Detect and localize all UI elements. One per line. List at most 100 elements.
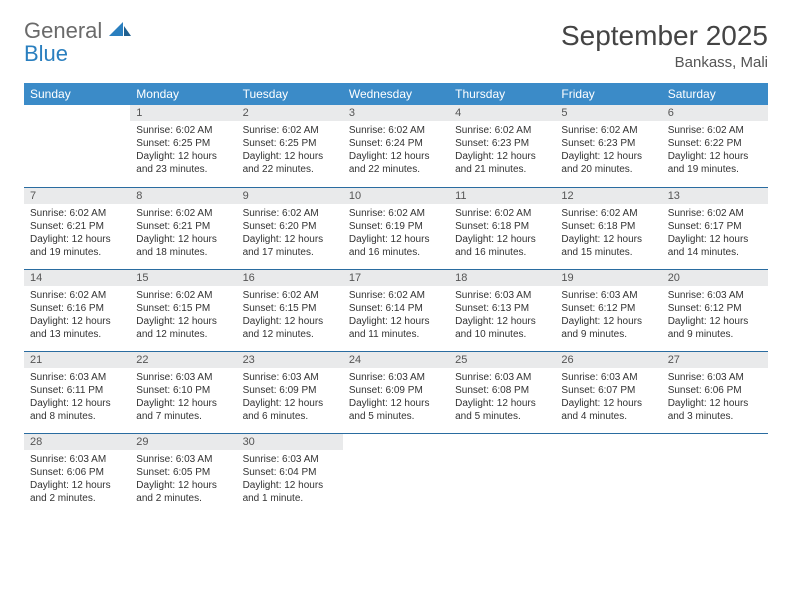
daylight-text: Daylight: 12 hours — [455, 397, 549, 410]
daylight-text: Daylight: 12 hours — [243, 315, 337, 328]
sunset-text: Sunset: 6:18 PM — [455, 220, 549, 233]
daylight-text: Daylight: 12 hours — [668, 315, 762, 328]
day-content: Sunrise: 6:03 AMSunset: 6:04 PMDaylight:… — [237, 450, 343, 511]
daylight-text: and 4 minutes. — [561, 410, 655, 423]
calendar-cell: 9Sunrise: 6:02 AMSunset: 6:20 PMDaylight… — [237, 187, 343, 269]
daylight-text: and 16 minutes. — [349, 246, 443, 259]
calendar-cell: 1Sunrise: 6:02 AMSunset: 6:25 PMDaylight… — [130, 105, 236, 187]
calendar-cell: 23Sunrise: 6:03 AMSunset: 6:09 PMDayligh… — [237, 351, 343, 433]
day-number: 7 — [24, 188, 130, 204]
calendar-week-row: 7Sunrise: 6:02 AMSunset: 6:21 PMDaylight… — [24, 187, 768, 269]
title-block: September 2025 Bankass, Mali — [561, 20, 768, 71]
daylight-text: and 20 minutes. — [561, 163, 655, 176]
sunset-text: Sunset: 6:07 PM — [561, 384, 655, 397]
header: General Blue September 2025 Bankass, Mal… — [24, 20, 768, 71]
day-number: 13 — [662, 188, 768, 204]
sunrise-text: Sunrise: 6:02 AM — [668, 124, 762, 137]
sunrise-text: Sunrise: 6:03 AM — [561, 371, 655, 384]
day-number: 1 — [130, 105, 236, 121]
month-title: September 2025 — [561, 20, 768, 52]
day-number: 11 — [449, 188, 555, 204]
daylight-text: Daylight: 12 hours — [668, 150, 762, 163]
sunrise-text: Sunrise: 6:03 AM — [668, 371, 762, 384]
day-number: 17 — [343, 270, 449, 286]
daylight-text: and 2 minutes. — [30, 492, 124, 505]
logo-word-blue: Blue — [24, 41, 68, 66]
day-content: Sunrise: 6:03 AMSunset: 6:05 PMDaylight:… — [130, 450, 236, 511]
day-number: 2 — [237, 105, 343, 121]
sunrise-text: Sunrise: 6:03 AM — [243, 453, 337, 466]
daylight-text: Daylight: 12 hours — [136, 233, 230, 246]
daylight-text: Daylight: 12 hours — [30, 397, 124, 410]
calendar-cell — [555, 433, 661, 515]
sunset-text: Sunset: 6:19 PM — [349, 220, 443, 233]
day-number: 4 — [449, 105, 555, 121]
daylight-text: Daylight: 12 hours — [349, 233, 443, 246]
day-content: Sunrise: 6:02 AMSunset: 6:14 PMDaylight:… — [343, 286, 449, 347]
daylight-text: and 15 minutes. — [561, 246, 655, 259]
daylight-text: and 7 minutes. — [136, 410, 230, 423]
day-header-row: Sunday Monday Tuesday Wednesday Thursday… — [24, 83, 768, 105]
daylight-text: Daylight: 12 hours — [561, 315, 655, 328]
calendar-table: Sunday Monday Tuesday Wednesday Thursday… — [24, 83, 768, 515]
calendar-cell: 21Sunrise: 6:03 AMSunset: 6:11 PMDayligh… — [24, 351, 130, 433]
daylight-text: and 11 minutes. — [349, 328, 443, 341]
sunset-text: Sunset: 6:12 PM — [561, 302, 655, 315]
daylight-text: Daylight: 12 hours — [30, 315, 124, 328]
daylight-text: Daylight: 12 hours — [349, 315, 443, 328]
daylight-text: and 5 minutes. — [455, 410, 549, 423]
calendar-cell: 24Sunrise: 6:03 AMSunset: 6:09 PMDayligh… — [343, 351, 449, 433]
sunrise-text: Sunrise: 6:02 AM — [561, 124, 655, 137]
day-content: Sunrise: 6:02 AMSunset: 6:23 PMDaylight:… — [555, 121, 661, 182]
sunrise-text: Sunrise: 6:03 AM — [30, 453, 124, 466]
daylight-text: Daylight: 12 hours — [136, 150, 230, 163]
day-content: Sunrise: 6:02 AMSunset: 6:15 PMDaylight:… — [237, 286, 343, 347]
calendar-cell: 17Sunrise: 6:02 AMSunset: 6:14 PMDayligh… — [343, 269, 449, 351]
calendar-cell: 16Sunrise: 6:02 AMSunset: 6:15 PMDayligh… — [237, 269, 343, 351]
day-number: 26 — [555, 352, 661, 368]
sunrise-text: Sunrise: 6:02 AM — [455, 207, 549, 220]
sunset-text: Sunset: 6:12 PM — [668, 302, 762, 315]
calendar-week-row: 28Sunrise: 6:03 AMSunset: 6:06 PMDayligh… — [24, 433, 768, 515]
daylight-text: Daylight: 12 hours — [561, 233, 655, 246]
sunrise-text: Sunrise: 6:02 AM — [243, 124, 337, 137]
sunrise-text: Sunrise: 6:03 AM — [455, 289, 549, 302]
calendar-cell — [24, 105, 130, 187]
daylight-text: Daylight: 12 hours — [349, 397, 443, 410]
logo-sail-icon — [109, 20, 131, 43]
day-content: Sunrise: 6:02 AMSunset: 6:19 PMDaylight:… — [343, 204, 449, 265]
day-content: Sunrise: 6:03 AMSunset: 6:09 PMDaylight:… — [237, 368, 343, 429]
daylight-text: and 8 minutes. — [30, 410, 124, 423]
sunrise-text: Sunrise: 6:02 AM — [30, 289, 124, 302]
day-content: Sunrise: 6:02 AMSunset: 6:22 PMDaylight:… — [662, 121, 768, 182]
sunrise-text: Sunrise: 6:02 AM — [243, 207, 337, 220]
sunset-text: Sunset: 6:09 PM — [243, 384, 337, 397]
daylight-text: Daylight: 12 hours — [561, 150, 655, 163]
sunset-text: Sunset: 6:11 PM — [30, 384, 124, 397]
sunset-text: Sunset: 6:25 PM — [243, 137, 337, 150]
calendar-cell: 7Sunrise: 6:02 AMSunset: 6:21 PMDaylight… — [24, 187, 130, 269]
calendar-cell: 5Sunrise: 6:02 AMSunset: 6:23 PMDaylight… — [555, 105, 661, 187]
day-number: 15 — [130, 270, 236, 286]
sunrise-text: Sunrise: 6:03 AM — [455, 371, 549, 384]
sunset-text: Sunset: 6:17 PM — [668, 220, 762, 233]
day-number: 10 — [343, 188, 449, 204]
day-content: Sunrise: 6:02 AMSunset: 6:21 PMDaylight:… — [24, 204, 130, 265]
calendar-cell: 25Sunrise: 6:03 AMSunset: 6:08 PMDayligh… — [449, 351, 555, 433]
daylight-text: Daylight: 12 hours — [136, 479, 230, 492]
calendar-cell: 2Sunrise: 6:02 AMSunset: 6:25 PMDaylight… — [237, 105, 343, 187]
daylight-text: and 19 minutes. — [668, 163, 762, 176]
day-content: Sunrise: 6:02 AMSunset: 6:24 PMDaylight:… — [343, 121, 449, 182]
day-header: Sunday — [24, 83, 130, 105]
sunrise-text: Sunrise: 6:02 AM — [243, 289, 337, 302]
daylight-text: and 1 minute. — [243, 492, 337, 505]
day-number: 21 — [24, 352, 130, 368]
sunset-text: Sunset: 6:23 PM — [455, 137, 549, 150]
sunset-text: Sunset: 6:10 PM — [136, 384, 230, 397]
day-number: 8 — [130, 188, 236, 204]
sunrise-text: Sunrise: 6:02 AM — [136, 124, 230, 137]
logo: General Blue — [24, 20, 131, 66]
calendar-cell: 18Sunrise: 6:03 AMSunset: 6:13 PMDayligh… — [449, 269, 555, 351]
daylight-text: and 10 minutes. — [455, 328, 549, 341]
daylight-text: and 9 minutes. — [561, 328, 655, 341]
